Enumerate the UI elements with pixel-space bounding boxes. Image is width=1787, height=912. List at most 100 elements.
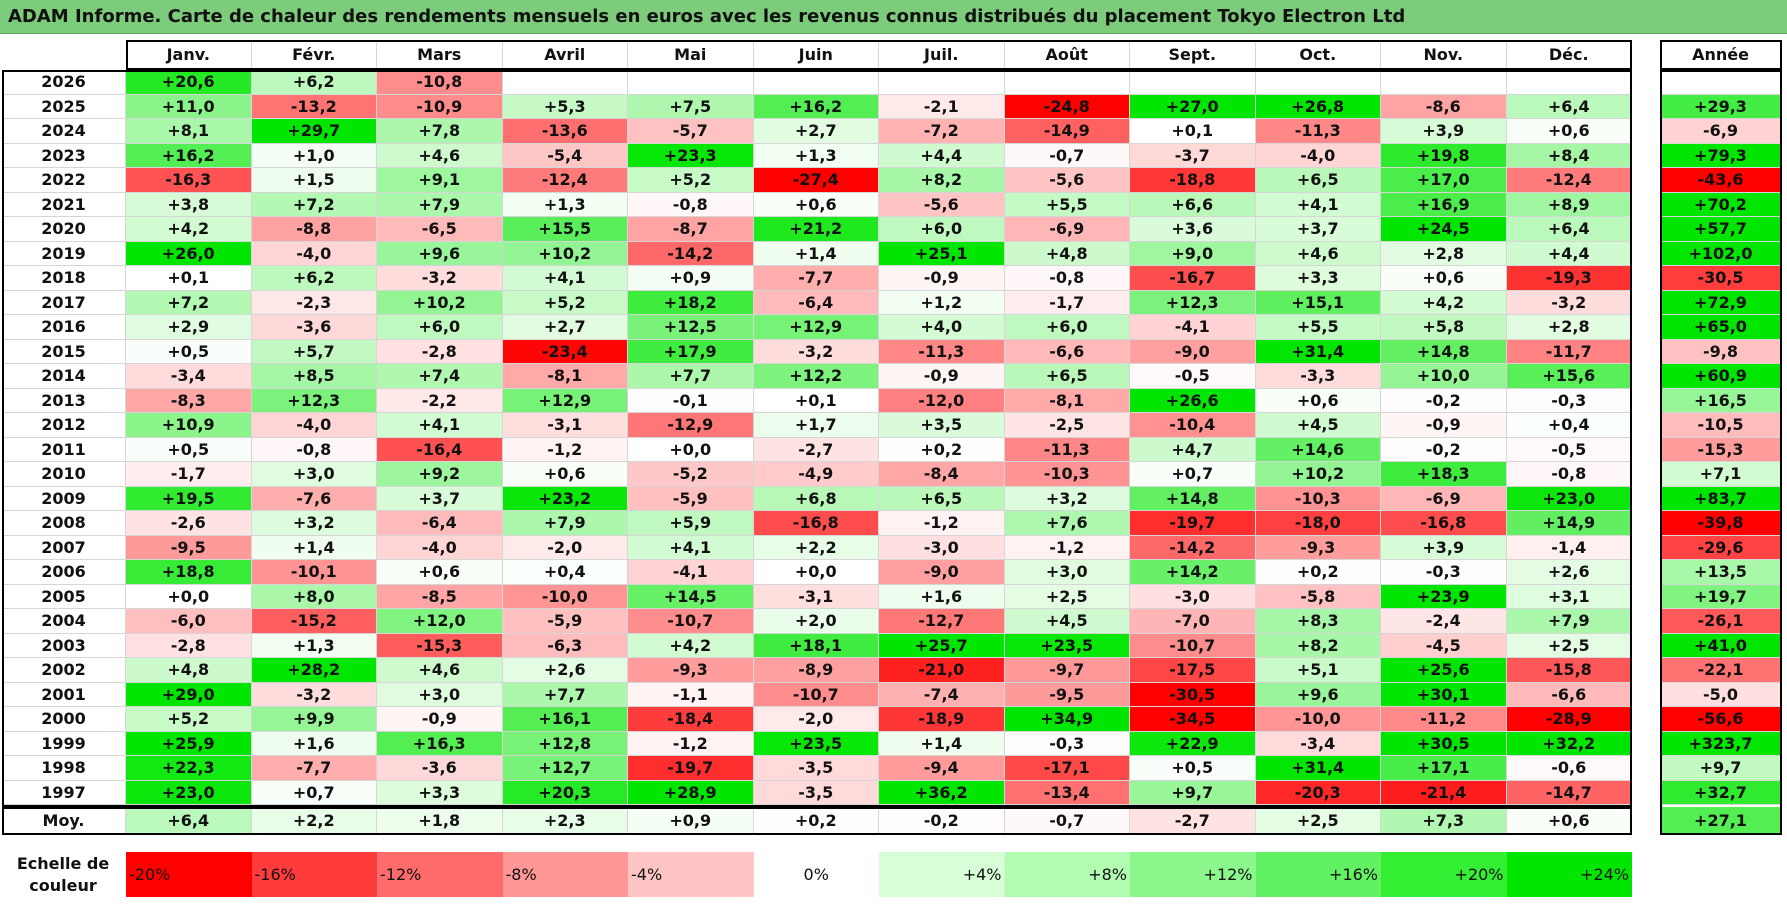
heatmap-cell: -12,4 [502, 168, 628, 193]
heatmap-cell: -4,0 [251, 241, 377, 266]
heatmap-cell: -0,7 [1004, 143, 1130, 168]
heatmap-cell: -13,2 [251, 94, 377, 119]
heatmap-cell: +10,2 [1255, 462, 1381, 487]
heatmap-cell: +4,6 [377, 658, 503, 683]
heatmap-cell: +31,4 [1255, 756, 1381, 781]
heatmap-cell: +0,6 [753, 192, 879, 217]
heatmap-cell: -2,8 [377, 339, 503, 364]
month-header: Déc. [1506, 40, 1632, 70]
annual-cell: +57,7 [1660, 217, 1782, 242]
heatmap-cell: -10,0 [502, 584, 628, 609]
annual-cell: -30,5 [1660, 266, 1782, 291]
heatmap-cell: -9,0 [1130, 339, 1256, 364]
heatmap-cell: +8,0 [251, 584, 377, 609]
heatmap-cell: -2,8 [126, 633, 252, 658]
heatmap-cell: +9,7 [1130, 780, 1256, 805]
heatmap-cell: -1,2 [628, 731, 754, 756]
heatmap-cell: +6,0 [1004, 315, 1130, 340]
annual-cell: +32,7 [1660, 780, 1782, 805]
heatmap-cell: -7,4 [879, 682, 1005, 707]
heatmap-cell: -0,1 [628, 388, 754, 413]
heatmap-cell: -17,5 [1130, 658, 1256, 683]
heatmap-cell: +0,0 [126, 584, 252, 609]
heatmap-cell: +4,1 [628, 535, 754, 560]
heatmap-cell: +7,9 [1506, 609, 1632, 634]
year-label: 2001 [2, 682, 126, 707]
annual-cell: +16,5 [1660, 388, 1782, 413]
scale-step: -20% [126, 852, 252, 897]
heatmap-cell: -8,9 [753, 658, 879, 683]
month-header: Janv. [126, 40, 252, 70]
year-label: 2019 [2, 241, 126, 266]
scale-step: -16% [251, 852, 377, 897]
heatmap-cell: -10,0 [1255, 707, 1381, 732]
annual-cell: -43,6 [1660, 168, 1782, 193]
heatmap-cell: -14,2 [628, 241, 754, 266]
heatmap-cell: +5,2 [126, 707, 252, 732]
heatmap-cell: +6,2 [251, 70, 377, 95]
heatmap-cell: -3,2 [251, 682, 377, 707]
average-cell: +2,2 [251, 807, 377, 835]
heatmap-cell: +8,5 [251, 364, 377, 389]
month-header: Nov. [1381, 40, 1507, 70]
heatmap-cell: -3,0 [1130, 584, 1256, 609]
heatmap-cell: +36,2 [879, 780, 1005, 805]
heatmap-cell: +0,6 [377, 560, 503, 585]
heatmap-cell: -10,3 [1255, 486, 1381, 511]
heatmap-cell: +6,8 [753, 486, 879, 511]
heatmap-cell: -10,4 [1130, 413, 1256, 438]
heatmap-cell: +18,2 [628, 290, 754, 315]
heatmap-cell: -4,5 [1381, 633, 1507, 658]
heatmap-cell: -7,2 [879, 119, 1005, 144]
heatmap-cell: -10,3 [1004, 462, 1130, 487]
scale-step: +24% [1506, 852, 1632, 897]
scale-step: +4% [879, 852, 1005, 897]
heatmap-cell: +4,4 [879, 143, 1005, 168]
heatmap-cell: -34,5 [1130, 707, 1256, 732]
heatmap-cell: -13,6 [502, 119, 628, 144]
heatmap-cell: -2,0 [502, 535, 628, 560]
month-header: Juin [753, 40, 879, 70]
heatmap-cell: +4,5 [1255, 413, 1381, 438]
heatmap-cell: -11,3 [879, 339, 1005, 364]
heatmap-cell: +12,5 [628, 315, 754, 340]
heatmap-cell: +4,6 [377, 143, 503, 168]
heatmap-cell: -6,0 [126, 609, 252, 634]
heatmap-cell: +0,5 [126, 339, 252, 364]
heatmap-cell: +22,9 [1130, 731, 1256, 756]
heatmap-cell: -4,1 [1130, 315, 1256, 340]
average-label: Moy. [2, 807, 126, 835]
year-label: 2022 [2, 168, 126, 193]
heatmap-cell: -24,8 [1004, 94, 1130, 119]
heatmap-cell: +1,5 [251, 168, 377, 193]
heatmap-cell: +7,9 [502, 511, 628, 536]
heatmap-cell: +1,4 [753, 241, 879, 266]
heatmap-cell: -23,4 [502, 339, 628, 364]
heatmap-cell: +18,3 [1381, 462, 1507, 487]
annual-cell: -29,6 [1660, 535, 1782, 560]
year-label: 2012 [2, 413, 126, 438]
heatmap-cell: -1,2 [879, 511, 1005, 536]
heatmap-cell: -8,3 [126, 388, 252, 413]
heatmap-cell: -21,0 [879, 658, 1005, 683]
heatmap-cell: -6,9 [1381, 486, 1507, 511]
heatmap-cell: -0,9 [377, 707, 503, 732]
heatmap-cell: +23,9 [1381, 584, 1507, 609]
annual-cell: -22,1 [1660, 658, 1782, 683]
title-bar: ADAM Informe. Carte de chaleur des rende… [0, 0, 1787, 34]
heatmap-cell: +1,4 [879, 731, 1005, 756]
heatmap-cell: -8,4 [879, 462, 1005, 487]
year-label: 2002 [2, 658, 126, 683]
year-label: 2016 [2, 315, 126, 340]
heatmap-cell: +12,3 [1130, 290, 1256, 315]
heatmap-cell: -8,8 [251, 217, 377, 242]
heatmap-cell: +3,2 [1004, 486, 1130, 511]
heatmap-cell: +0,4 [502, 560, 628, 585]
heatmap-cell: +23,5 [753, 731, 879, 756]
heatmap-cell: -13,4 [1004, 780, 1130, 805]
year-label: 2020 [2, 217, 126, 242]
heatmap-cell: +7,9 [377, 192, 503, 217]
annual-cell: -39,8 [1660, 511, 1782, 536]
heatmap-cell: +5,2 [628, 168, 754, 193]
heatmap-cell: +25,1 [879, 241, 1005, 266]
